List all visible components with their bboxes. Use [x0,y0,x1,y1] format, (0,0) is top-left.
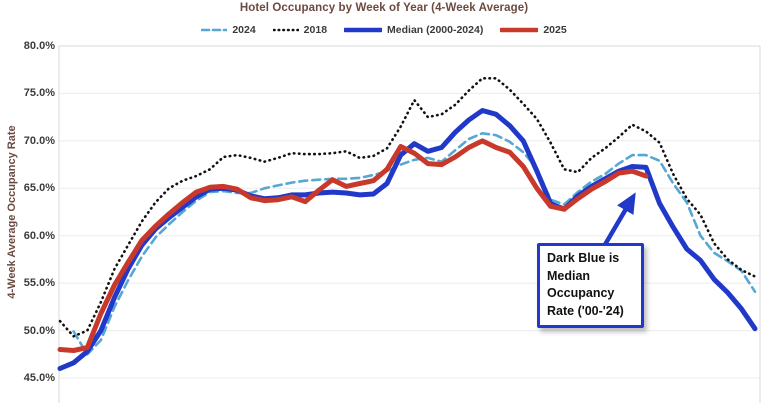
series-lines [57,77,758,371]
legend-label: Median (2000-2024) [387,24,484,36]
y-axis-tick-label: 70.0% [23,134,55,147]
y-axis-tick-label: 75.0% [23,87,55,100]
y-axis-tick-label: 45.0% [23,371,55,384]
legend-item-median-2000-2024-: Median (2000-2024) [344,24,483,36]
legend-label: 2025 [543,24,567,36]
legend-item-2018: 2018 [272,24,328,36]
annotation-box: Dark Blue is Median Occupancy Rate ('00-… [537,243,644,328]
legend-item-2024: 2024 [201,24,256,36]
legend-label: 2018 [303,24,328,36]
chart-title: Hotel Occupancy by Week of Year (4-Week … [239,2,529,14]
legend-swatch-icon [344,27,383,33]
annotation-arrow [601,192,636,250]
legend-swatch-icon [272,28,299,32]
y-axis-tick-label: 80.0% [23,40,55,52]
series-line-2018 [58,77,757,338]
gridlines [58,45,761,403]
legend-item-2025: 2025 [500,24,567,36]
y-axis-tick-label: 50.0% [23,324,55,337]
legend-swatch-icon [201,28,228,32]
legend-swatch-icon [500,27,539,33]
chart-legend: 2024 2018 Median (2000-2024) 2025 [0,22,768,38]
annotation-text: Dark Blue is Median Occupancy Rate ('00-… [547,251,624,318]
annotation-arrow-line [601,192,636,250]
y-axis-tick-label: 65.0% [23,182,55,195]
y-axis-tick-label: 60.0% [23,229,55,242]
series-line-2024 [72,132,757,356]
legend-label: 2024 [232,24,256,36]
y-axis-tick-label: 55.0% [23,277,55,290]
series-line-2025 [57,138,649,353]
